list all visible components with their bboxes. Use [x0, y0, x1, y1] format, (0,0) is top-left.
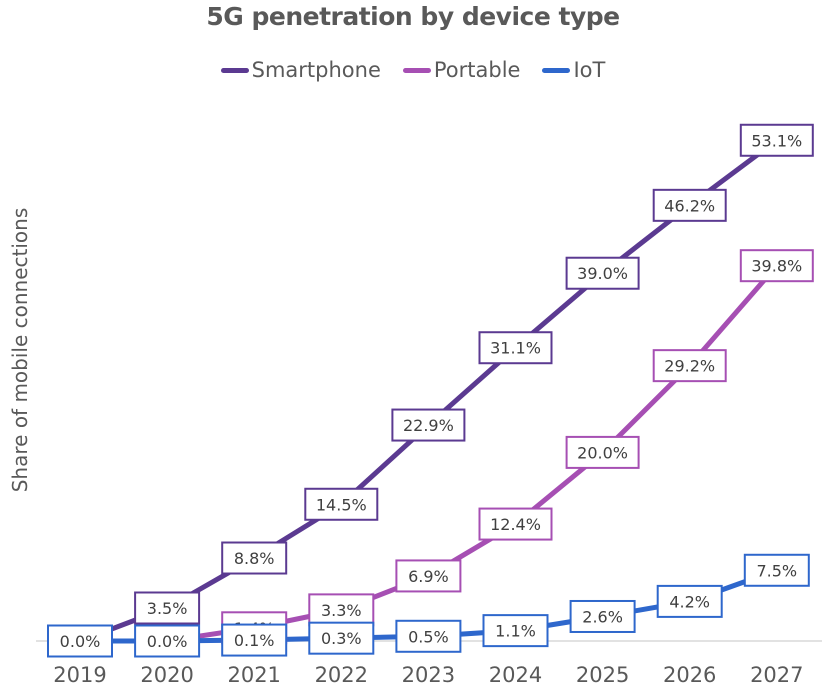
x-tick-label: 2022	[315, 663, 368, 687]
legend-label-iot: IoT	[573, 58, 606, 82]
data-label-box	[134, 624, 201, 658]
data-label-smartphone: 31.1%	[490, 339, 541, 358]
data-label-box	[739, 249, 814, 283]
chart-title: 5G penetration by device type	[206, 2, 620, 31]
x-tick-label: 2027	[750, 663, 803, 687]
x-tick-label: 2019	[53, 663, 106, 687]
legend-label-portable: Portable	[433, 58, 521, 82]
x-tick-label: 2021	[227, 663, 280, 687]
x-tick-label: 2026	[663, 663, 716, 687]
data-label-iot: 4.2%	[669, 592, 710, 611]
data-label-smartphone: 53.1%	[751, 131, 802, 150]
data-label-box	[652, 188, 727, 222]
data-label-iot: 0.0%	[147, 632, 188, 651]
data-label-portable: 6.9%	[408, 567, 449, 586]
data-label-box	[743, 553, 810, 587]
data-label-iot: 2.6%	[582, 607, 623, 626]
data-label-iot: 0.5%	[408, 627, 449, 646]
data-label-portable: 39.8%	[751, 257, 802, 276]
data-label-smartphone: 22.9%	[403, 416, 454, 435]
data-label-box	[739, 123, 814, 157]
data-label-smartphone: 39.0%	[577, 264, 628, 283]
data-label-box	[565, 435, 640, 469]
data-label-box	[395, 619, 462, 653]
data-label-box	[395, 559, 462, 593]
data-label-box	[308, 621, 375, 655]
data-label-box	[221, 623, 288, 657]
data-label-smartphone: 3.5%	[147, 599, 188, 618]
legend-item-smartphone: Smartphone	[220, 58, 381, 82]
data-label-portable: 3.3%	[321, 601, 362, 620]
data-label-smartphone: 46.2%	[664, 196, 715, 215]
legend-swatch-portable	[402, 67, 431, 73]
legend-swatch-iot	[542, 67, 571, 73]
x-tick-label: 2024	[489, 663, 542, 687]
data-label-smartphone: 14.5%	[316, 495, 367, 514]
data-label-box	[652, 349, 727, 383]
legend-item-iot: IoT	[542, 58, 605, 82]
data-label-portable: 20.0%	[577, 443, 628, 462]
legend: Smartphone Portable IoT	[0, 58, 826, 82]
data-label-portable: 12.4%	[490, 515, 541, 534]
legend-item-portable: Portable	[402, 58, 521, 82]
data-label-iot: 1.1%	[495, 622, 536, 641]
data-label-iot: 0.3%	[321, 629, 362, 648]
data-label-box	[656, 584, 723, 618]
legend-swatch-smartphone	[220, 67, 249, 73]
data-label-box	[565, 256, 640, 290]
data-label-box	[134, 591, 201, 625]
data-label-iot: 7.5%	[756, 561, 797, 580]
x-tick-label: 2023	[402, 663, 455, 687]
data-label-box	[304, 487, 379, 521]
data-label-box	[569, 599, 636, 633]
data-label-box	[221, 541, 288, 575]
data-label-box	[308, 593, 375, 627]
data-label-portable: 29.2%	[664, 357, 715, 376]
x-tick-label: 2020	[140, 663, 193, 687]
data-label-box	[391, 408, 466, 442]
legend-label-smartphone: Smartphone	[251, 58, 381, 82]
data-label-box	[478, 507, 553, 541]
data-label-iot: 0.1%	[234, 631, 275, 650]
data-label-box	[478, 331, 553, 365]
data-label-box	[482, 614, 549, 648]
data-label-smartphone: 8.8%	[234, 549, 275, 568]
data-label-iot: 0.0%	[60, 632, 101, 651]
data-label-box	[47, 624, 113, 658]
x-tick-label: 2025	[576, 663, 629, 687]
